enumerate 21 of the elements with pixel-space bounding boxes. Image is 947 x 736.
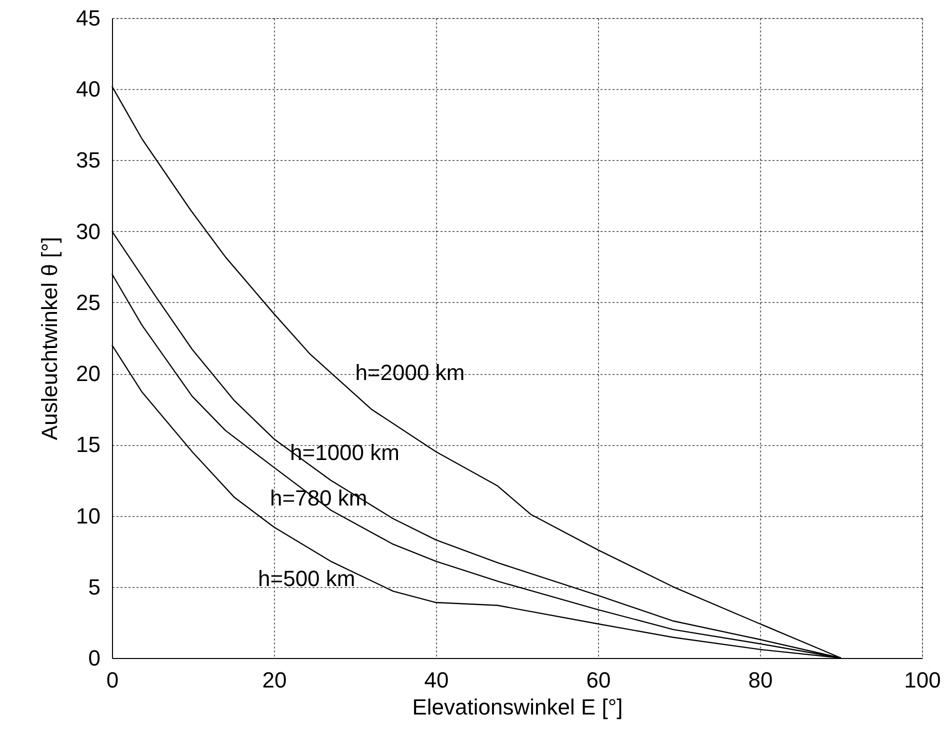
y-tick-label: 20: [76, 361, 100, 386]
series-label: h=1000 km: [290, 440, 400, 465]
series-label: h=500 km: [258, 566, 356, 592]
x-tick-label: 80: [748, 668, 773, 692]
x-tick-label: 60: [586, 668, 611, 692]
y-axis-title: Ausleuchtwinkel θ [°]: [37, 236, 62, 440]
series-label: h=2000 km: [355, 360, 465, 386]
y-tick-label: 25: [76, 290, 100, 315]
x-tick-label: 40: [424, 668, 449, 692]
y-tick-label: 40: [76, 76, 100, 102]
x-tick-label: 0: [106, 668, 119, 692]
y-tick-label: 15: [76, 432, 100, 458]
x-axis-title: Elevationswinkel E [°]: [412, 694, 623, 720]
x-tick-label: 100: [904, 668, 941, 692]
y-tick-label: 30: [76, 218, 100, 244]
y-tick-label: 35: [76, 148, 100, 173]
y-tick-label: 45: [76, 6, 100, 30]
x-tick-label: 20: [262, 668, 287, 692]
y-tick-label: 5: [88, 574, 100, 600]
y-tick-label: 0: [88, 646, 100, 670]
y-tick-label: 10: [76, 503, 100, 528]
